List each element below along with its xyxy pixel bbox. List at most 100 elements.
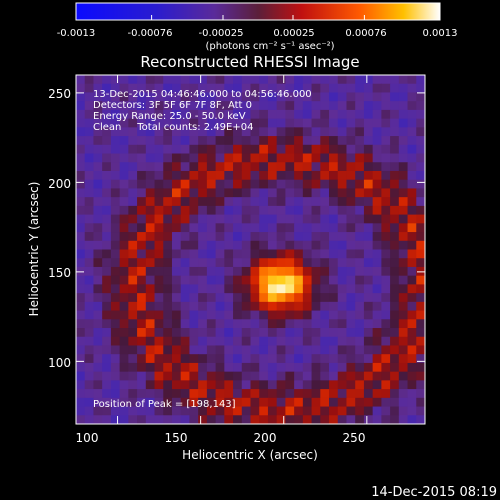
heatmap-cell bbox=[119, 232, 129, 242]
heatmap-cell bbox=[311, 293, 321, 303]
heatmap-cell bbox=[241, 293, 251, 303]
heatmap-cell bbox=[259, 406, 269, 416]
heatmap-cell bbox=[337, 249, 347, 259]
heatmap-cell bbox=[250, 336, 260, 346]
heatmap-cell bbox=[137, 101, 147, 111]
heatmap-cell bbox=[372, 354, 382, 364]
heatmap-cell bbox=[294, 240, 304, 250]
heatmap-cell bbox=[119, 214, 129, 224]
heatmap-cell bbox=[154, 109, 164, 120]
heatmap-cell bbox=[224, 214, 234, 224]
heatmap-cell bbox=[215, 179, 225, 189]
heatmap-cell bbox=[154, 153, 164, 163]
heatmap-cell bbox=[311, 258, 321, 268]
heatmap-cell bbox=[206, 336, 217, 346]
heatmap-cell bbox=[337, 319, 347, 329]
heatmap-cell bbox=[346, 301, 356, 311]
heatmap-cell bbox=[206, 214, 217, 224]
heatmap-cell bbox=[276, 397, 286, 407]
heatmap-cell bbox=[171, 397, 182, 407]
heatmap-cell bbox=[267, 197, 278, 207]
heatmap-cell bbox=[276, 249, 286, 259]
heatmap-cell bbox=[285, 205, 295, 216]
heatmap-cell bbox=[154, 118, 164, 128]
heatmap-cell bbox=[346, 179, 356, 189]
heatmap-cell bbox=[259, 136, 269, 146]
heatmap-cell bbox=[206, 258, 217, 268]
heatmap-cell bbox=[180, 362, 190, 373]
heatmap-cell bbox=[329, 275, 339, 285]
heatmap-cell bbox=[206, 415, 217, 424]
heatmap-cell bbox=[390, 266, 400, 277]
heatmap-cell bbox=[267, 415, 278, 424]
heatmap-cell bbox=[294, 153, 304, 163]
heatmap-cell bbox=[407, 345, 417, 355]
heatmap-cell bbox=[76, 144, 86, 154]
heatmap-cell bbox=[294, 197, 304, 207]
heatmap-cell bbox=[337, 389, 347, 399]
heatmap-cell bbox=[311, 214, 321, 224]
heatmap-cell bbox=[241, 310, 251, 320]
heatmap-cell bbox=[198, 162, 208, 172]
heatmap-cell bbox=[372, 415, 382, 424]
heatmap-cell bbox=[267, 354, 278, 364]
heatmap-cell bbox=[110, 118, 121, 128]
heatmap-cell bbox=[128, 319, 138, 329]
heatmap-cell bbox=[390, 275, 400, 285]
heatmap-cell bbox=[137, 249, 147, 259]
colorbar-tick-label: -0.0013 bbox=[57, 28, 96, 39]
heatmap-cell bbox=[180, 371, 190, 381]
heatmap-cell bbox=[337, 127, 347, 137]
heatmap-cell bbox=[363, 162, 374, 172]
heatmap-cell bbox=[119, 223, 129, 233]
heatmap-cell bbox=[215, 371, 225, 381]
heatmap-cell bbox=[215, 397, 225, 407]
heatmap-cell bbox=[241, 415, 251, 424]
heatmap-cell bbox=[241, 118, 251, 128]
heatmap-cell bbox=[329, 179, 339, 189]
heatmap-cell bbox=[363, 92, 374, 102]
heatmap-cell bbox=[215, 336, 225, 346]
heatmap-cell bbox=[180, 249, 190, 259]
heatmap-cell bbox=[381, 197, 391, 207]
heatmap-cell bbox=[276, 406, 286, 416]
heatmap-cell bbox=[154, 127, 164, 137]
heatmap-cell bbox=[102, 205, 112, 216]
heatmap-cell bbox=[128, 144, 138, 154]
heatmap-cell bbox=[145, 406, 155, 416]
heatmap-cell bbox=[102, 301, 112, 311]
heatmap-cell bbox=[76, 240, 86, 250]
heatmap-cell bbox=[180, 336, 190, 346]
heatmap-cell bbox=[267, 266, 278, 277]
heatmap-cell bbox=[241, 170, 251, 181]
heatmap-cell bbox=[163, 232, 173, 242]
heatmap-cell bbox=[76, 179, 86, 189]
heatmap-cell bbox=[84, 293, 94, 303]
heatmap-cell bbox=[363, 136, 374, 146]
heatmap-cell bbox=[189, 293, 199, 303]
heatmap-cell bbox=[311, 249, 321, 259]
heatmap-cell bbox=[276, 127, 286, 137]
heatmap-cell bbox=[233, 354, 243, 364]
heatmap-cell bbox=[154, 371, 164, 381]
heatmap-cell bbox=[355, 258, 365, 268]
heatmap-cell bbox=[102, 293, 112, 303]
heatmap-cell bbox=[259, 83, 269, 93]
heatmap-cell bbox=[84, 75, 94, 85]
heatmap-cell bbox=[102, 397, 112, 407]
heatmap-cell bbox=[215, 328, 225, 338]
heatmap-cell bbox=[363, 232, 374, 242]
heatmap-cell bbox=[250, 415, 260, 424]
heatmap-cell bbox=[372, 179, 382, 189]
heatmap-cell bbox=[145, 179, 155, 189]
heatmap-cell bbox=[76, 328, 86, 338]
heatmap-cell bbox=[171, 266, 182, 277]
heatmap-cell bbox=[329, 223, 339, 233]
heatmap-cell bbox=[285, 328, 295, 338]
heatmap-cell bbox=[76, 197, 86, 207]
heatmap-cell bbox=[390, 354, 400, 364]
heatmap-cell bbox=[276, 336, 286, 346]
heatmap-cell bbox=[363, 214, 374, 224]
heatmap-cell bbox=[110, 214, 121, 224]
heatmap-cell bbox=[329, 415, 339, 424]
